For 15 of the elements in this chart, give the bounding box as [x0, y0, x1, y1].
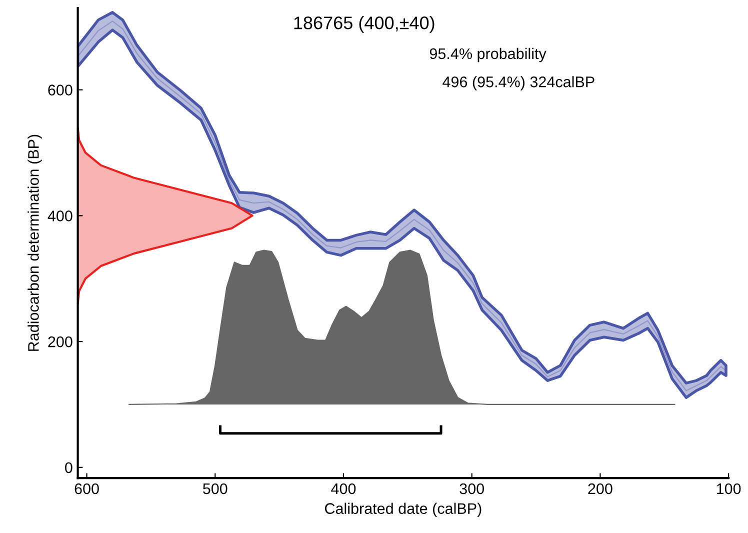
x-axis-title: Calibrated date (calBP) [324, 502, 482, 517]
x-tick-label: 500 [203, 483, 228, 494]
annotation: 95.4% probability [430, 48, 546, 62]
x-tick-label: 200 [588, 483, 612, 494]
x-tick-label: 100 [716, 483, 741, 494]
x-tick-label: 600 [74, 483, 99, 494]
y-tick-label: 600 [48, 84, 72, 96]
y-axis-title: Radiocarbon determination (BP) [28, 134, 42, 351]
annotation: 496 (95.4%) 324calBP [442, 76, 594, 90]
y-tick-label: 200 [48, 336, 72, 348]
y-tick-label: 0 [65, 462, 72, 474]
x-tick-label: 400 [331, 483, 356, 494]
chart-title: 186765 (400,±40) [294, 16, 434, 33]
y-tick-label: 400 [48, 210, 72, 222]
x-tick-label: 300 [460, 483, 484, 494]
